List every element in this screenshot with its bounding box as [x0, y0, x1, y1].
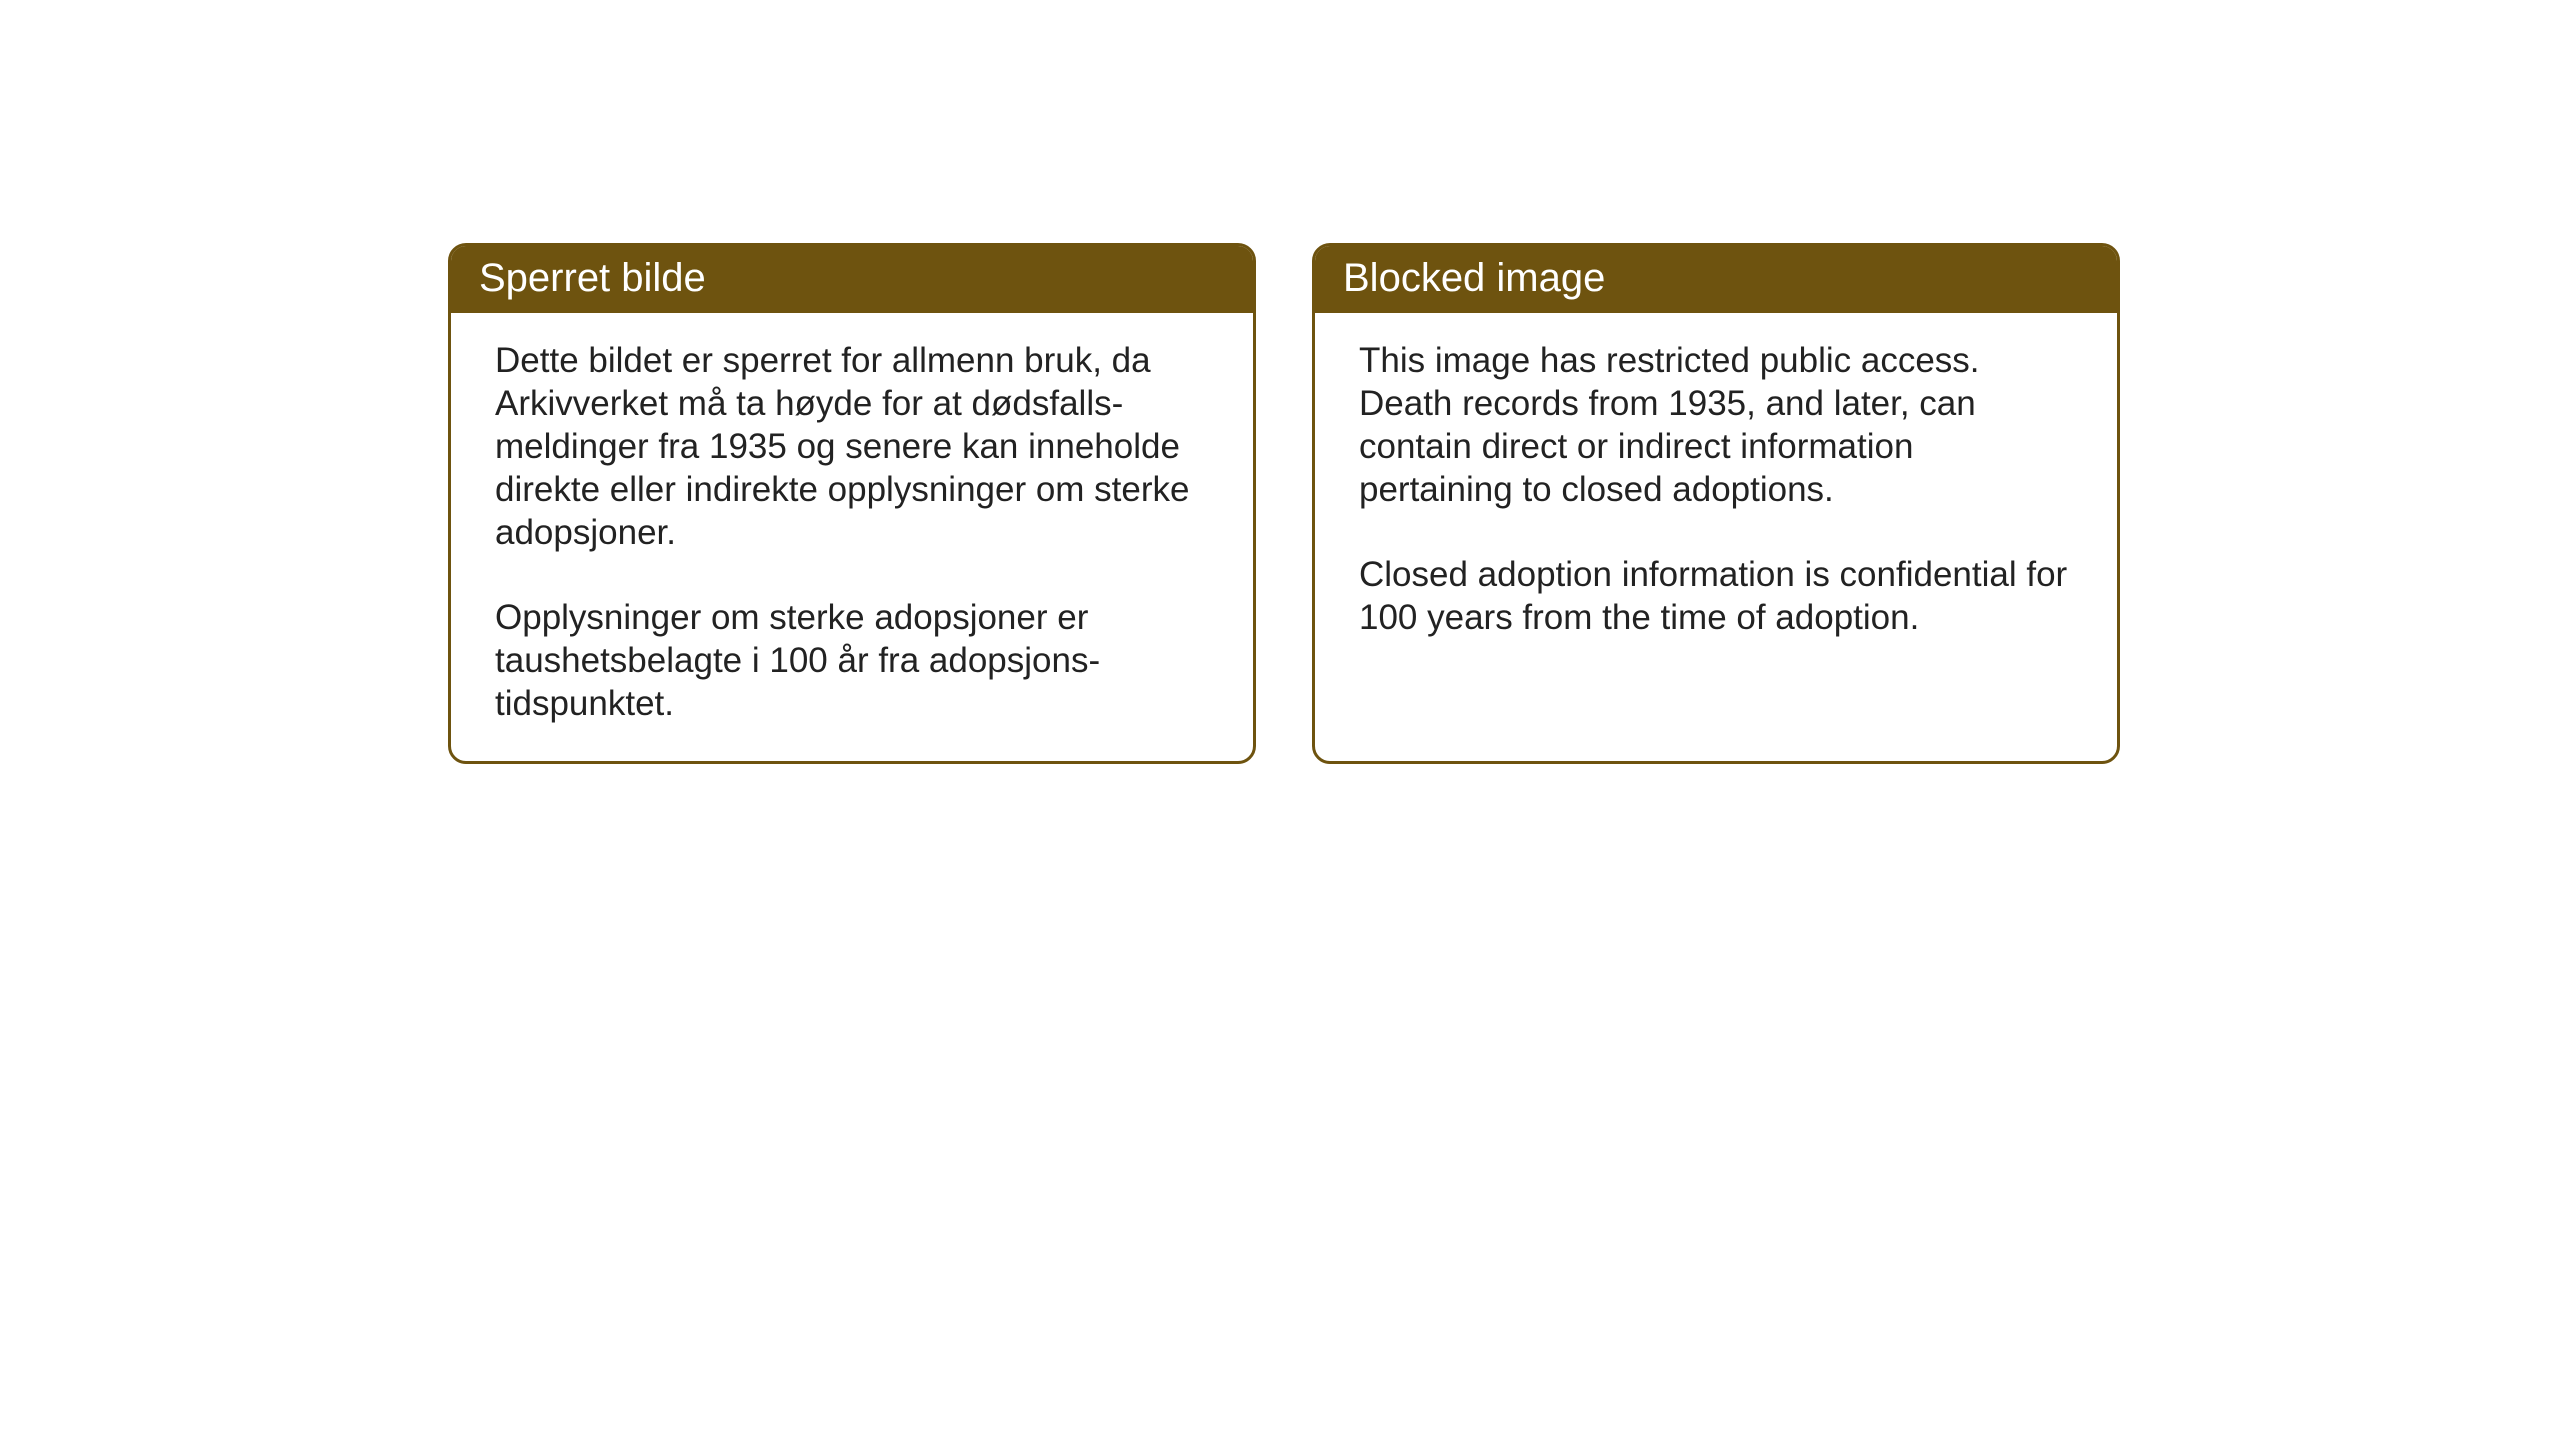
notice-container: Sperret bilde Dette bildet er sperret fo…: [0, 0, 2560, 764]
card-paragraph-1-english: This image has restricted public access.…: [1359, 339, 2073, 511]
card-title-norwegian: Sperret bilde: [479, 256, 706, 300]
card-paragraph-2-english: Closed adoption information is confident…: [1359, 553, 2073, 639]
card-header-norwegian: Sperret bilde: [451, 246, 1253, 313]
card-paragraph-1-norwegian: Dette bildet er sperret for allmenn bruk…: [495, 339, 1209, 554]
card-body-english: This image has restricted public access.…: [1315, 313, 2117, 749]
card-title-english: Blocked image: [1343, 256, 1605, 300]
notice-card-norwegian: Sperret bilde Dette bildet er sperret fo…: [448, 243, 1256, 764]
card-header-english: Blocked image: [1315, 246, 2117, 313]
notice-card-english: Blocked image This image has restricted …: [1312, 243, 2120, 764]
card-paragraph-2-norwegian: Opplysninger om sterke adopsjoner er tau…: [495, 596, 1209, 725]
card-body-norwegian: Dette bildet er sperret for allmenn bruk…: [451, 313, 1253, 761]
